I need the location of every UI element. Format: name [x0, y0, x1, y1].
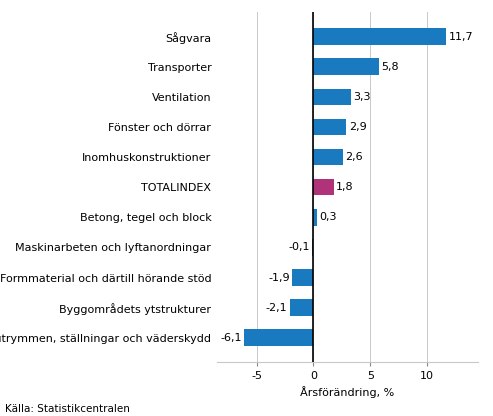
Bar [314, 119, 347, 135]
Text: 3,3: 3,3 [353, 92, 371, 102]
Text: 11,7: 11,7 [449, 32, 473, 42]
Text: 1,8: 1,8 [336, 182, 354, 192]
Bar [244, 329, 314, 346]
Text: -0,1: -0,1 [288, 243, 310, 253]
Text: -6,1: -6,1 [220, 333, 242, 343]
Bar [314, 28, 446, 45]
Text: Källa: Statistikcentralen: Källa: Statistikcentralen [5, 404, 130, 414]
Bar [292, 269, 314, 286]
X-axis label: Årsförändring, %: Årsförändring, % [300, 386, 395, 399]
Bar [314, 89, 351, 105]
Bar [314, 149, 343, 166]
Bar [314, 209, 317, 225]
Text: 2,6: 2,6 [345, 152, 363, 162]
Text: 0,3: 0,3 [319, 212, 337, 222]
Bar [314, 59, 380, 75]
Bar [313, 239, 314, 256]
Text: 5,8: 5,8 [382, 62, 399, 72]
Text: 2,9: 2,9 [349, 122, 366, 132]
Text: -2,1: -2,1 [266, 303, 287, 313]
Bar [314, 179, 334, 196]
Text: -1,9: -1,9 [268, 272, 289, 282]
Bar [289, 300, 314, 316]
